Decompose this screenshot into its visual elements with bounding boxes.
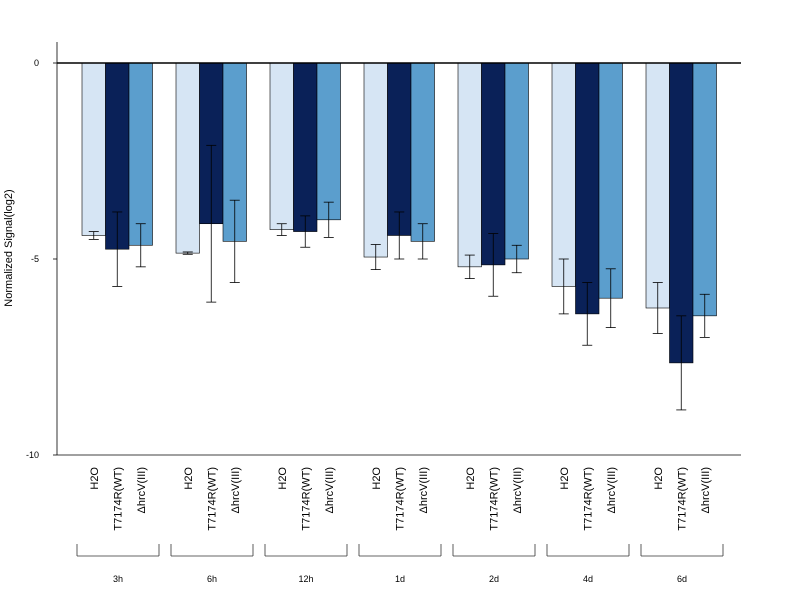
labels-layer: H2O T7174R(WT) ΔhrcV(III) 3h H2O T7174R(WT) Δh… [76, 467, 724, 584]
bar-2d-0 [457, 62, 482, 268]
bar-1d-2 [410, 62, 435, 242]
y-tick-label: 0 [34, 58, 39, 68]
category-label: H2O [89, 467, 101, 490]
bar-6d-0 [645, 62, 670, 309]
category-label: ΔhrcV(III) [512, 467, 524, 513]
bar-1d-1 [387, 62, 412, 236]
category-label: H2O [183, 467, 195, 490]
bar-12h-2 [316, 62, 341, 221]
bar-6h-0 [175, 62, 200, 254]
group-label-1d: 1d [395, 574, 405, 584]
group-label-4d: 4d [583, 574, 593, 584]
category-label: T7174R(WT) [206, 467, 218, 531]
group-label-3h: 3h [113, 574, 123, 584]
category-label: H2O [653, 467, 665, 490]
category-label: ΔhrcV(III) [324, 467, 336, 513]
bars-layer [81, 62, 717, 364]
y-axis-label: Normalized Signal(log2) [3, 189, 15, 306]
category-label: ΔhrcV(III) [418, 467, 430, 513]
bar-12h-0 [269, 62, 294, 230]
category-label: H2O [465, 467, 477, 490]
category-label: H2O [559, 467, 571, 490]
bar-2d-2 [504, 62, 529, 260]
category-label: T7174R(WT) [112, 467, 124, 531]
category-label: H2O [371, 467, 383, 490]
category-label: ΔhrcV(III) [230, 467, 242, 513]
bar-3h-2 [128, 62, 153, 246]
category-label: T7174R(WT) [676, 467, 688, 531]
group-label-6d: 6d [677, 574, 687, 584]
bar-1d-0 [363, 62, 388, 258]
category-label: ΔhrcV(III) [700, 467, 712, 513]
group-label-6h: 6h [207, 574, 217, 584]
bar-3h-0 [81, 62, 106, 236]
category-label: ΔhrcV(III) [606, 467, 618, 513]
y-tick-label: -5 [31, 254, 39, 264]
bar-6d-2 [692, 62, 717, 317]
bar-12h-1 [293, 62, 318, 232]
axes-layer: 0 -5 -10 [26, 42, 741, 460]
category-label: T7174R(WT) [394, 467, 406, 531]
category-label: H2O [277, 467, 289, 490]
group-label-2d: 2d [489, 574, 499, 584]
group-label-12h: 12h [298, 574, 313, 584]
error-bars-layer [88, 144, 710, 411]
category-label: T7174R(WT) [488, 467, 500, 531]
category-label: T7174R(WT) [582, 467, 594, 531]
bar-4d-1 [575, 62, 600, 315]
y-tick-label: -10 [26, 450, 39, 460]
bar-4d-2 [598, 62, 623, 299]
bar-4d-0 [551, 62, 576, 287]
category-label: T7174R(WT) [300, 467, 312, 531]
category-label: ΔhrcV(III) [136, 467, 148, 513]
